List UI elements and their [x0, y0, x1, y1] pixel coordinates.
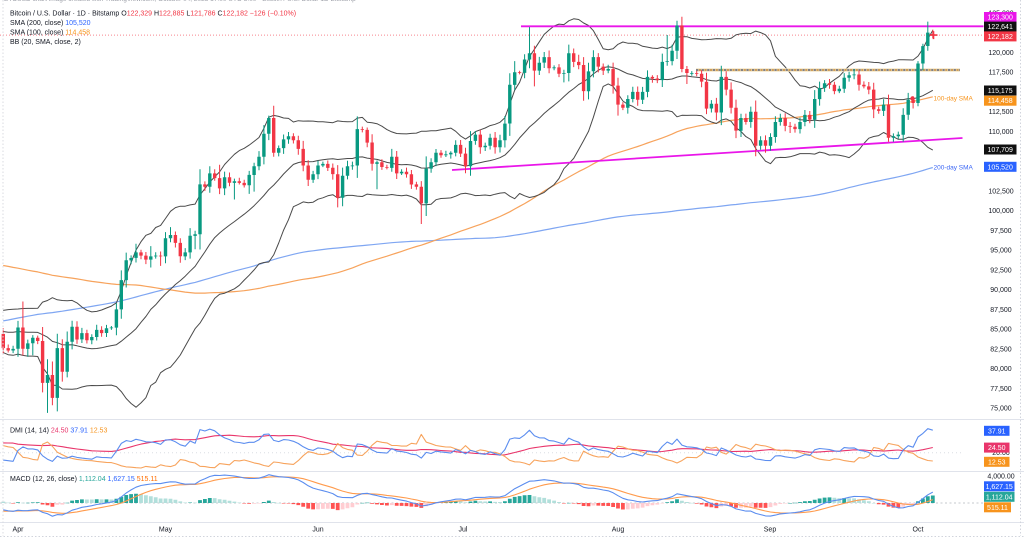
svg-text:MACD (12, 26, close) 1,112.04: MACD (12, 26, close) 1,112.04 1,627.15 5…: [10, 476, 158, 483]
svg-text:Sep: Sep: [764, 527, 777, 534]
svg-text:110,000: 110,000: [989, 129, 1014, 136]
svg-text:May: May: [159, 527, 173, 534]
svg-text:515.11: 515.11: [987, 505, 1008, 512]
svg-text:SMA (200, close) 105,520: SMA (200, close) 105,520: [10, 20, 91, 27]
svg-text:82,500: 82,500: [990, 346, 1012, 353]
svg-text:105,520: 105,520: [988, 164, 1013, 171]
svg-text:85,000: 85,000: [990, 327, 1012, 334]
svg-text:77,500: 77,500: [990, 386, 1012, 393]
svg-text:Aug: Aug: [612, 527, 625, 534]
svg-text:107,709: 107,709: [988, 147, 1013, 154]
svg-text:DMI (14, 14) 24.50 37.91 12.53: DMI (14, 14) 24.50 37.91 12.53: [10, 428, 107, 435]
svg-text:SMA (100, close) 114,458: SMA (100, close) 114,458: [10, 30, 90, 37]
svg-text:37.91: 37.91: [988, 428, 1006, 435]
svg-text:97,500: 97,500: [990, 228, 1012, 235]
svg-text:102,500: 102,500: [988, 188, 1013, 195]
svg-text:24.50: 24.50: [988, 445, 1006, 452]
svg-text:BTCUSD chart image created wit: BTCUSD chart image created with TradingV…: [4, 0, 356, 3]
svg-text:90,000: 90,000: [990, 287, 1012, 294]
svg-text:100,000: 100,000: [988, 208, 1013, 215]
svg-text:Bitcoin / U.S. Dollar · 1D · B: Bitcoin / U.S. Dollar · 1D · Bitstamp O1…: [10, 11, 296, 18]
svg-text:75,000: 75,000: [990, 406, 1012, 413]
svg-text:122,182: 122,182: [988, 34, 1013, 41]
svg-text:12.53: 12.53: [988, 459, 1006, 466]
svg-text:Apr: Apr: [13, 527, 25, 534]
svg-text:BB (20, SMA, close, 2): BB (20, SMA, close, 2): [10, 39, 81, 46]
svg-text:114,458: 114,458: [988, 98, 1013, 105]
svg-text:92,500: 92,500: [990, 267, 1012, 274]
svg-text:112,500: 112,500: [989, 109, 1014, 116]
svg-text:Jun: Jun: [312, 527, 323, 534]
svg-text:1,112.04: 1,112.04: [986, 494, 1013, 501]
svg-text:4,000.00: 4,000.00: [987, 474, 1014, 481]
svg-text:80,000: 80,000: [990, 366, 1012, 373]
svg-text:115,175: 115,175: [988, 88, 1013, 95]
svg-text:95,000: 95,000: [990, 248, 1012, 255]
svg-text:Jul: Jul: [459, 527, 468, 534]
svg-text:122,641: 122,641: [988, 24, 1013, 31]
svg-text:120,000: 120,000: [988, 50, 1013, 57]
svg-text:200-day SMA: 200-day SMA: [934, 164, 974, 171]
svg-text:87,500: 87,500: [990, 307, 1012, 314]
svg-text:Oct: Oct: [913, 527, 924, 534]
svg-text:117,500: 117,500: [989, 70, 1014, 77]
svg-text:123,300: 123,300: [988, 15, 1013, 22]
svg-text:1,627.15: 1,627.15: [986, 484, 1013, 491]
svg-text:20.00: 20.00: [992, 450, 1010, 457]
svg-text:100-day SMA: 100-day SMA: [934, 95, 974, 102]
